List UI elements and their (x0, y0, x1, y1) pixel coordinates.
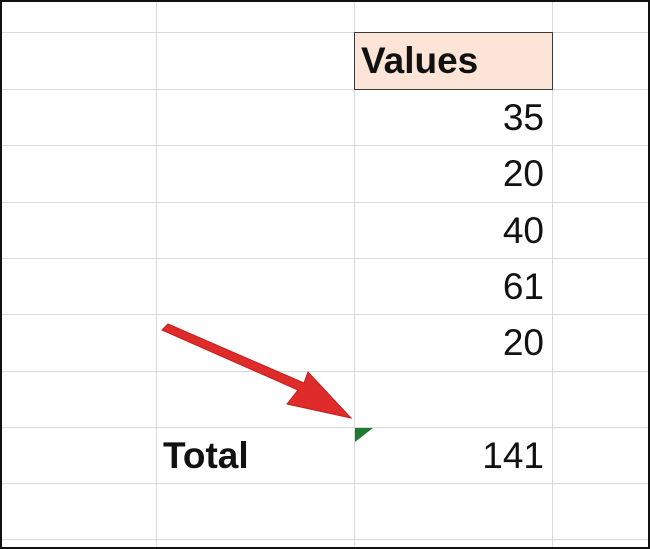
total-label-cell[interactable]: Total (163, 434, 249, 476)
row-divider (2, 371, 648, 372)
row-divider (2, 202, 648, 203)
column-divider (354, 2, 355, 547)
total-value-cell[interactable]: 141 (482, 434, 544, 476)
column-divider (552, 2, 553, 547)
error-indicator-icon[interactable] (355, 428, 373, 442)
header-cell-values[interactable]: Values (354, 32, 553, 90)
row-divider (2, 32, 648, 33)
arrow-shape (161, 323, 353, 419)
value-cell[interactable]: 40 (502, 209, 544, 251)
value-cell[interactable]: 61 (502, 265, 544, 307)
row-divider (2, 314, 648, 315)
value-cell[interactable]: 35 (502, 96, 544, 138)
value-cell[interactable]: 20 (502, 322, 544, 363)
row-divider (2, 427, 648, 428)
value-cell[interactable]: 20 (502, 153, 544, 194)
column-divider (156, 2, 157, 547)
row-divider (2, 258, 648, 259)
row-divider (2, 145, 648, 146)
row-divider (2, 483, 648, 484)
row-divider (2, 89, 648, 90)
row-divider (2, 539, 648, 540)
